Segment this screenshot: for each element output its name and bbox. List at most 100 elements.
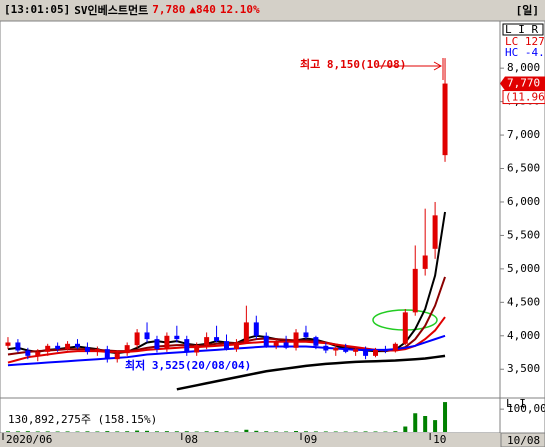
volume-bar [423,416,428,432]
volume-bar [125,431,130,432]
candle-body [323,345,329,351]
moving-average [176,354,446,391]
side-label: HC -4. [505,46,545,59]
volume-bar [373,431,378,432]
candle-body [382,349,388,352]
candle-body [363,349,369,356]
time: [13:01:05] [4,3,71,16]
candle-body [432,215,438,249]
y-tick-label: 7,000 [507,128,540,141]
x-axis-bg [0,433,545,447]
x-tick-label: 10 [433,433,446,446]
volume-bar [323,431,328,432]
candle-body [84,347,90,352]
candle-body [5,342,11,346]
price-tag-rate-bg [502,90,545,105]
volume-bar [194,431,199,432]
candle-body [164,335,170,350]
candle-body [224,341,229,350]
stock-name: SV인베스트먼트 [74,3,149,17]
volume-bar [145,430,150,432]
candle-body [174,335,180,340]
volume-bar [433,420,438,432]
y-tick-label: 5,000 [507,262,540,275]
y-tick-label: 8,000 [507,61,540,74]
volume-bar [443,402,448,432]
volume-bar [303,431,308,432]
volume-bar [45,431,50,432]
volume-bar [244,429,249,432]
x-end-label: 10/08 [507,434,540,447]
candle-body [343,347,349,352]
candle-body [204,337,210,346]
candle-body [313,337,319,346]
side-label: LC 127. [505,35,545,48]
candle-body [353,349,359,352]
volume-bar [264,431,269,432]
y-tick-label: 4,000 [507,329,540,342]
change: ▲840 [189,3,216,16]
candle-body [263,335,269,346]
side-label: L I R D [505,23,545,36]
y-tick-label: 6,500 [507,162,540,175]
volume-bar [164,431,169,432]
candle-body [392,343,398,352]
volume-bar [85,431,90,432]
volume-bar [234,431,239,432]
candle-body [45,345,51,352]
volume-bar [25,431,30,432]
candle-body [373,349,378,356]
volume-bar [65,431,70,432]
candle-body [273,342,279,346]
arrow-head [433,61,443,71]
volume-title: 130,892,275주 (158.15%) [8,413,157,426]
candle-body [293,332,299,348]
volume-bar [154,431,159,432]
volume-bar [363,431,368,432]
y-tick-label: 5,500 [507,228,540,241]
rate: 12.10% [219,3,260,16]
volume-bar [294,431,299,432]
side-label: L I [506,397,526,410]
candle-body [303,332,309,338]
volume-bar [135,430,140,432]
candle-body [214,337,220,342]
candle-body [253,322,259,336]
candle-body [412,268,418,313]
candle-body [422,255,428,269]
candle-body [15,342,21,351]
candle-body [233,342,239,350]
annotation-high: 최고 8,150(10/08) [300,57,406,71]
candle-body [35,351,41,356]
candle-body [402,312,408,344]
volume-bar [403,426,408,432]
volume-bar [333,431,338,432]
candle-body [154,339,160,350]
period[interactable]: [일] [515,3,539,17]
y-tick-label: 100,000,000 [507,402,545,415]
volume-bar [55,431,60,432]
volume-bar [15,431,20,432]
candle-body [104,349,110,360]
candle-body [243,322,249,343]
annotation-low: 최저 3,525(20/08/04) [125,358,251,372]
candle-body [144,332,150,340]
price-tag-rate: (11.96 [505,91,545,104]
chart-bg [0,20,545,434]
volume-bar [95,431,100,432]
candle-body [442,83,448,156]
volume-bar [214,431,219,432]
volume-bar [184,431,189,432]
volume-bar [174,431,179,432]
volume-bar [284,431,289,432]
volume-bar [313,431,318,432]
candle-body [134,332,140,346]
candle-body [184,339,190,353]
candle-body [75,343,80,348]
volume-bar [274,431,279,432]
price: 7,780 [152,3,186,16]
candle-body [283,342,289,348]
volume-bar [254,430,259,432]
